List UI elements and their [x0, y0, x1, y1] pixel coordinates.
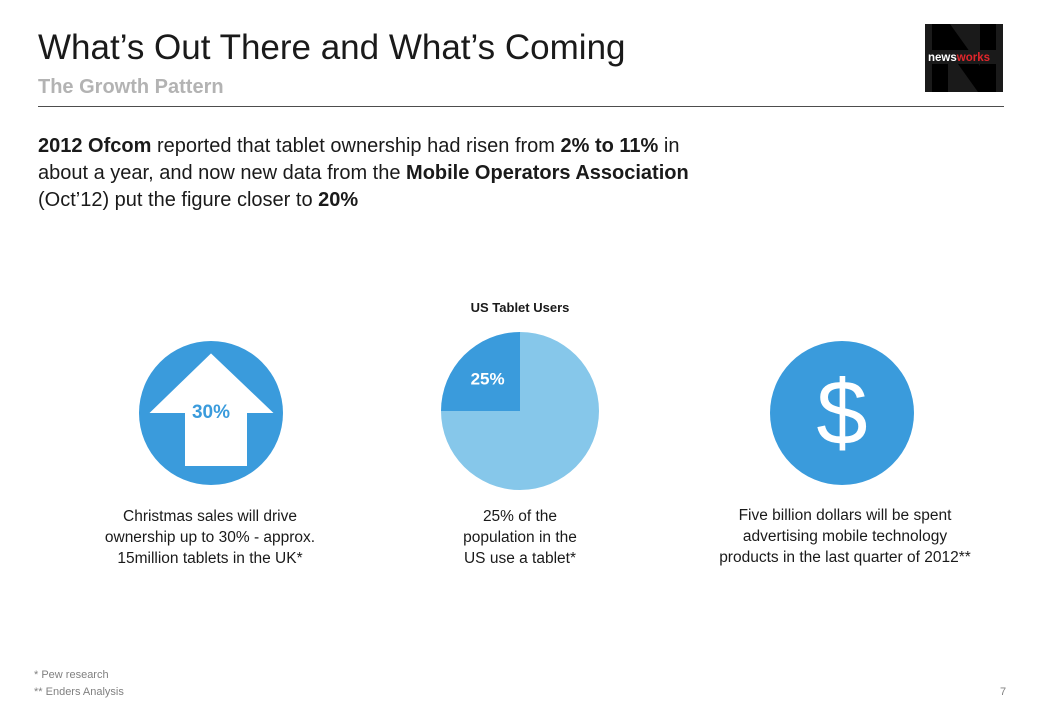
lead-segment: Mobile Operators Association: [406, 162, 689, 184]
caption-line: 25% of the: [482, 508, 558, 525]
logo-text-prefix: news: [928, 52, 957, 64]
title-divider: [38, 106, 1004, 107]
lead-segment: 2% to 11%: [560, 135, 659, 157]
pie-slice-1: [441, 332, 520, 411]
newsworks-logo: newsworks: [925, 24, 1003, 92]
arrow-value-label: 30%: [192, 402, 230, 423]
caption-line: Five billion dollars will be spent: [738, 507, 952, 524]
pie-slice-2: [441, 332, 599, 490]
dollar-symbol: $: [816, 362, 867, 464]
caption-line: advertising mobile technology: [742, 528, 948, 545]
middle-caption: 25% of the population in the US use a ta…: [430, 506, 610, 569]
lead-segment: in about a year, and now new data from t…: [38, 135, 680, 184]
svg-text:newsworks: newsworks: [928, 52, 990, 64]
lead-paragraph: 2012 Ofcom reported that tablet ownershi…: [38, 133, 718, 214]
slide-subtitle: The Growth Pattern: [38, 76, 224, 98]
us-tablet-users-pie: 25%: [441, 332, 599, 490]
footnote: * Pew research: [34, 669, 109, 681]
lead-segment: (Oct’12) put the figure closer to: [38, 189, 319, 211]
left-caption: Christmas sales will drive ownership up …: [60, 506, 360, 569]
caption-line: ownership up to 30% - approx.: [104, 529, 316, 546]
footnote: ** Enders Analysis: [34, 686, 124, 698]
lead-segment: reported that tablet ownership had risen…: [151, 135, 561, 157]
up-arrow-icon: 30%: [139, 341, 283, 485]
dollar-icon: $: [770, 341, 914, 485]
caption-line: 15million tablets in the UK*: [117, 550, 303, 567]
caption-line: products in the last quarter of 2012**: [719, 549, 971, 566]
caption-line: US use a tablet*: [463, 550, 576, 567]
logo-text-suffix: works: [956, 52, 990, 64]
pie-data-label: 25%: [471, 370, 505, 389]
slide-title: What’s Out There and What’s Coming: [38, 28, 626, 67]
lead-segment: 2012 Ofcom: [38, 135, 152, 157]
lead-segment: 20%: [318, 189, 359, 211]
pie-chart-title: US Tablet Users: [470, 300, 570, 315]
page-number: 7: [1000, 686, 1007, 698]
right-caption: Five billion dollars will be spent adver…: [660, 505, 1030, 568]
caption-line: Christmas sales will drive: [123, 508, 297, 525]
caption-line: population in the: [463, 529, 577, 546]
